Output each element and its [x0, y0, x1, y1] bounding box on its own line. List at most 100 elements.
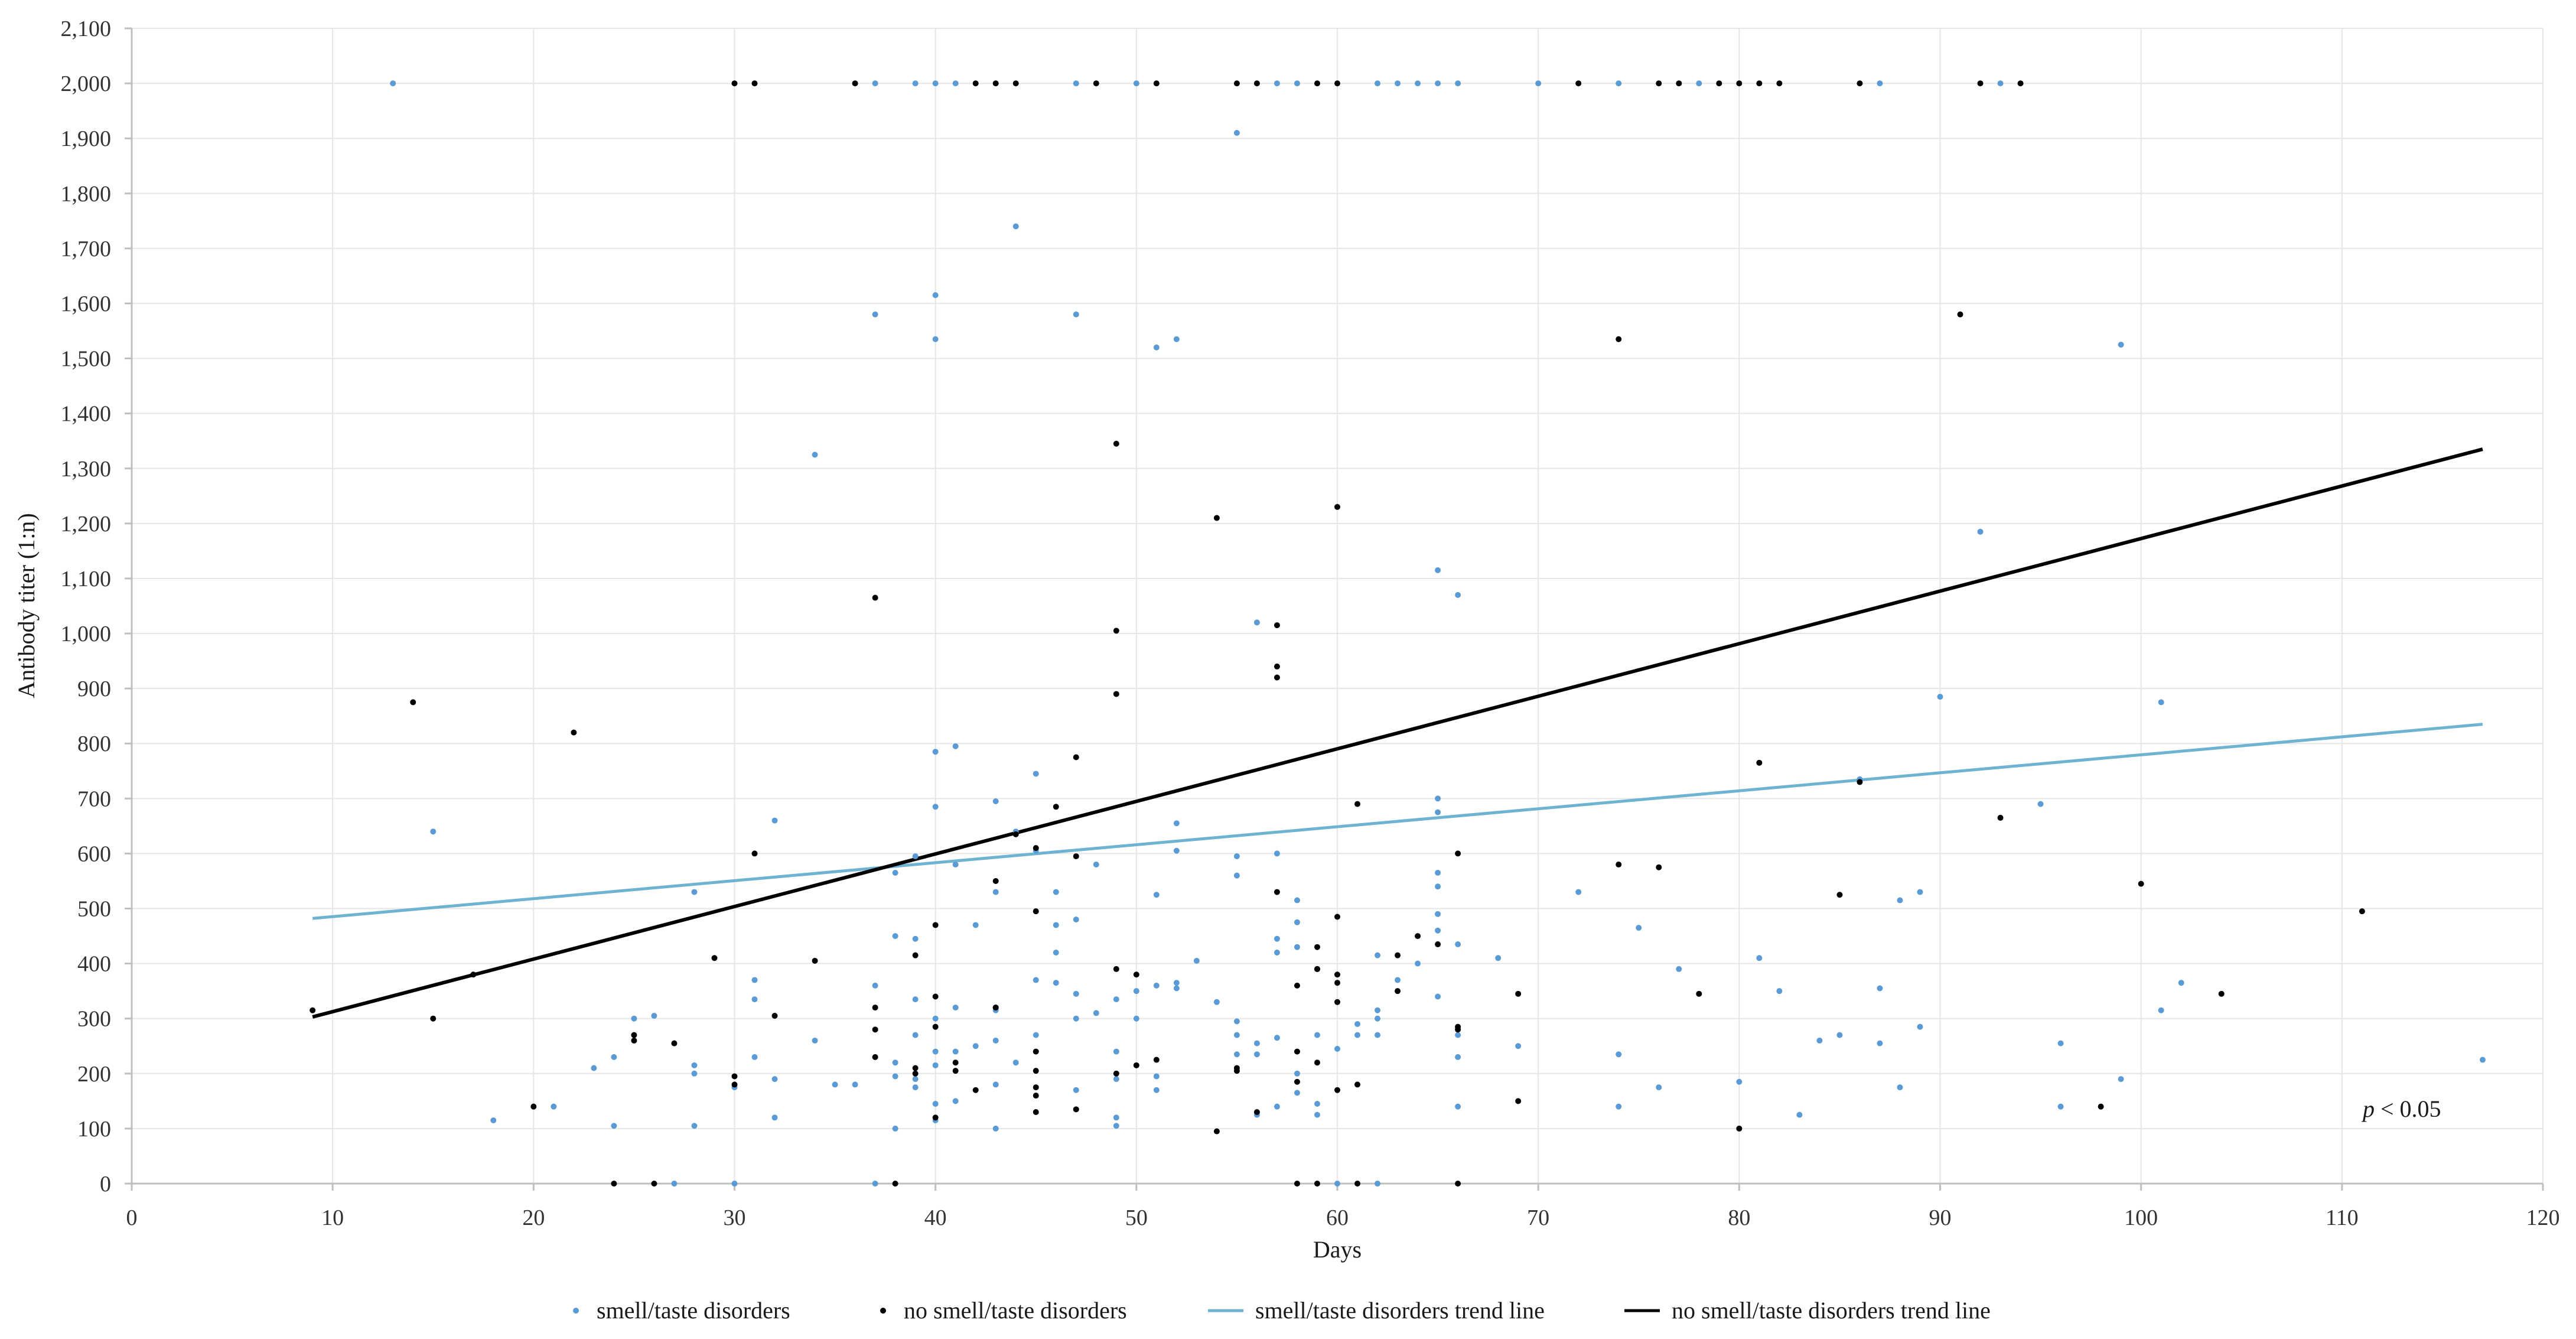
- smell-point: [1354, 1032, 1361, 1038]
- smell-point: [1274, 935, 1280, 942]
- no-smell-point: [731, 80, 738, 87]
- y-tick-labels: 0 100 200 300 400 500 600 700 800 900 1,000 1,100 1,…: [61, 17, 132, 1197]
- smell-point: [972, 1043, 979, 1049]
- no-smell-point: [1133, 971, 1139, 978]
- no-smell-point: [1294, 1048, 1300, 1055]
- no-smell-point: [992, 80, 999, 87]
- smell-point: [430, 828, 437, 835]
- smell-point: [1173, 847, 1180, 854]
- no-smell-point: [872, 1005, 878, 1011]
- no-smell-point: [1233, 1068, 1240, 1074]
- smell-point: [1897, 897, 1903, 904]
- x-axis-title: Days: [1313, 1236, 1362, 1263]
- smell-point: [992, 798, 999, 804]
- smell-point: [1233, 129, 1240, 136]
- no-smell-point: [1656, 864, 1662, 870]
- smell-point: [691, 1070, 698, 1077]
- smell-point: [1435, 870, 1441, 876]
- smell-point: [651, 1013, 657, 1019]
- smell-point: [1012, 1060, 1019, 1066]
- smell-point: [1133, 988, 1139, 994]
- smell-point: [1696, 80, 1702, 87]
- smell-point: [1616, 80, 1622, 87]
- smell-point: [912, 1076, 919, 1083]
- smell-point: [992, 1081, 999, 1088]
- no-smell-point: [1073, 853, 1079, 860]
- smell-point: [1294, 897, 1300, 904]
- smell-point: [1113, 1076, 1119, 1083]
- y-tick-label: 1,000: [61, 622, 112, 646]
- y-tick-label: 1,900: [61, 126, 112, 151]
- y-tick-label: 1,100: [61, 567, 112, 592]
- smell-point: [992, 1125, 999, 1132]
- smell-point: [591, 1065, 597, 1071]
- legend: smell/taste disorders no smell/taste diso…: [573, 1297, 1991, 1324]
- smell-point: [932, 1048, 939, 1055]
- smell-point: [872, 80, 878, 87]
- smell-point: [691, 889, 698, 895]
- legend-label: no smell/taste disorders trend line: [1672, 1297, 1991, 1324]
- smell-point: [912, 853, 919, 860]
- no-smell-point: [1515, 1098, 1522, 1104]
- smell-point: [671, 1181, 678, 1187]
- no-smell-point: [1616, 862, 1622, 868]
- no-smell-point: [1415, 933, 1421, 940]
- no-smell-point: [1213, 1128, 1220, 1135]
- smell-point: [912, 80, 919, 87]
- no-smell-point: [1957, 311, 1963, 318]
- y-tick-label: 1,500: [61, 347, 112, 372]
- smell-point: [1455, 941, 1461, 948]
- x-tick-label: 0: [126, 1205, 138, 1230]
- no-smell-point: [2098, 1103, 2104, 1110]
- smell-point: [1053, 980, 1059, 986]
- no-smell-point: [892, 1181, 898, 1187]
- no-smell-point: [1033, 1084, 1039, 1091]
- smell-point: [932, 1101, 939, 1107]
- smell-point: [1053, 889, 1059, 895]
- smell-point: [1033, 771, 1039, 777]
- smell-point: [751, 996, 758, 1003]
- smell-point: [1816, 1037, 1823, 1044]
- y-tick-label: 700: [77, 786, 111, 811]
- no-smell-point: [430, 1015, 437, 1022]
- smell-point: [972, 922, 979, 928]
- smell-point: [1294, 919, 1300, 925]
- no-smell-point: [1113, 966, 1119, 972]
- smell-point: [1294, 80, 1300, 87]
- x-tick-label: 60: [1326, 1205, 1349, 1230]
- no-smell-point: [1033, 1048, 1039, 1055]
- smell-point: [952, 743, 959, 749]
- smell-point: [1233, 1032, 1240, 1038]
- no-smell-point: [1836, 892, 1843, 898]
- smell-point: [1334, 1045, 1340, 1052]
- smell-point: [932, 292, 939, 298]
- smell-point: [1435, 567, 1441, 573]
- smell-point: [952, 1098, 959, 1104]
- no-smell-point: [1575, 80, 1582, 87]
- smell-point: [1073, 916, 1079, 923]
- no-smell-point: [1113, 1070, 1119, 1077]
- no-smell-point: [1395, 988, 1401, 994]
- no-smell-point: [932, 1023, 939, 1030]
- smell-point: [1294, 944, 1300, 950]
- smell-point: [1455, 592, 1461, 598]
- smell-point: [1977, 528, 1984, 535]
- smell-point: [2057, 1040, 2064, 1046]
- no-smell-point: [1153, 1057, 1160, 1063]
- smell-point: [1375, 952, 1381, 958]
- smell-point: [1012, 223, 1019, 230]
- no-smell-point: [1274, 663, 1280, 670]
- smell-point: [1073, 80, 1079, 87]
- no-smell-point: [1053, 804, 1059, 810]
- smell-point: [912, 935, 919, 942]
- no-smell-point: [1314, 966, 1320, 972]
- smell-point: [952, 1048, 959, 1055]
- no-smell-point: [1736, 80, 1743, 87]
- smell-point: [1656, 1084, 1662, 1091]
- no-smell-point: [1334, 1087, 1340, 1093]
- smell-point: [992, 889, 999, 895]
- x-tick-label: 90: [1929, 1205, 1952, 1230]
- smell-point: [1253, 1040, 1260, 1046]
- smell-point: [1736, 1078, 1743, 1085]
- no-smell-point: [1616, 336, 1622, 342]
